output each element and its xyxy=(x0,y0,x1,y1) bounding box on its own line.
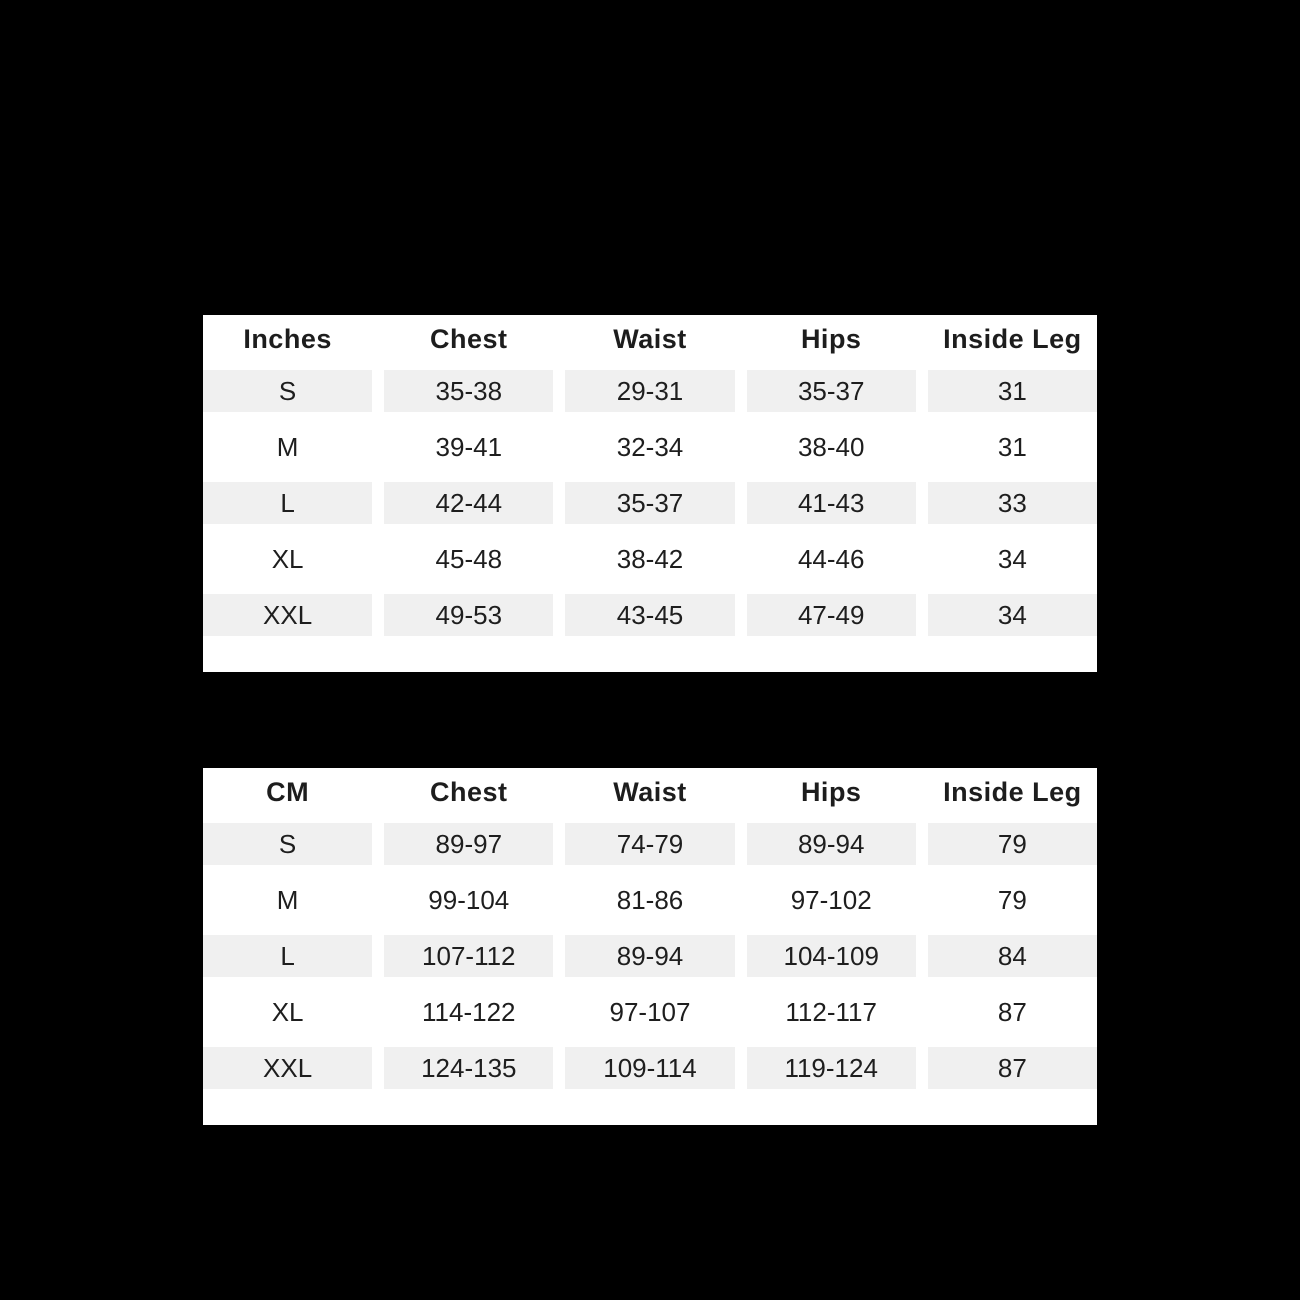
waist-cell: 29-31 xyxy=(565,370,735,412)
waist-cell: 35-37 xyxy=(565,482,735,524)
hips-cell: 35-37 xyxy=(746,370,916,412)
table-row-l: L 42-44 35-37 41-43 33 xyxy=(203,475,1097,531)
column-header-unit: CM xyxy=(266,776,310,807)
size-cell: L xyxy=(203,482,373,524)
table-row-m: M 39-41 32-34 38-40 31 xyxy=(203,419,1097,475)
inside-leg-cell: 33 xyxy=(927,482,1097,524)
hips-cell: 119-124 xyxy=(746,1047,916,1089)
chest-cell: 107-112 xyxy=(384,935,554,977)
inside-leg-cell: 31 xyxy=(927,370,1097,412)
table-header-row: Inches Chest Waist Hips Inside Leg xyxy=(203,315,1097,363)
inside-leg-cell: 34 xyxy=(927,594,1097,636)
size-cell: XXL xyxy=(203,1047,373,1089)
column-header-chest: Chest xyxy=(430,323,508,354)
column-header-waist: Waist xyxy=(613,323,687,354)
column-header-hips: Hips xyxy=(800,323,862,354)
inside-leg-cell: 87 xyxy=(997,996,1027,1027)
inside-leg-cell: 31 xyxy=(997,431,1027,462)
table-row-l: L 107-112 89-94 104-109 84 xyxy=(203,928,1097,984)
chest-cell: 49-53 xyxy=(384,594,554,636)
chest-cell: 124-135 xyxy=(384,1047,554,1089)
hips-cell: 47-49 xyxy=(746,594,916,636)
size-cell: L xyxy=(203,935,373,977)
table-row-m: M 99-104 81-86 97-102 79 xyxy=(203,872,1097,928)
column-header-chest: Chest xyxy=(430,776,508,807)
chest-cell: 42-44 xyxy=(384,482,554,524)
chest-cell: 45-48 xyxy=(435,543,503,574)
waist-cell: 38-42 xyxy=(616,543,684,574)
column-header-hips: Hips xyxy=(800,776,862,807)
inside-leg-cell: 34 xyxy=(997,543,1027,574)
waist-cell: 109-114 xyxy=(565,1047,735,1089)
column-header-inside-leg: Inside Leg xyxy=(943,323,1082,354)
table-header-row: CM Chest Waist Hips Inside Leg xyxy=(203,768,1097,816)
hips-cell: 89-94 xyxy=(746,823,916,865)
hips-cell: 41-43 xyxy=(746,482,916,524)
size-cell: XL xyxy=(271,543,304,574)
size-cell: XXL xyxy=(203,594,373,636)
waist-cell: 89-94 xyxy=(565,935,735,977)
inside-leg-cell: 79 xyxy=(997,884,1027,915)
table-row-s: S 35-38 29-31 35-37 31 xyxy=(203,363,1097,419)
column-header-unit: Inches xyxy=(243,323,332,354)
hips-cell: 44-46 xyxy=(797,543,865,574)
size-table-cm: CM Chest Waist Hips Inside Leg S 89-97 7… xyxy=(203,768,1097,1125)
waist-cell: 32-34 xyxy=(616,431,684,462)
table-row-xl: XL 114-122 97-107 112-117 87 xyxy=(203,984,1097,1040)
inside-leg-cell: 84 xyxy=(927,935,1097,977)
column-header-waist: Waist xyxy=(613,776,687,807)
table-row-xl: XL 45-48 38-42 44-46 34 xyxy=(203,531,1097,587)
hips-cell: 38-40 xyxy=(797,431,865,462)
chest-cell: 39-41 xyxy=(435,431,503,462)
table-row-xxl: XXL 49-53 43-45 47-49 34 xyxy=(203,587,1097,643)
size-cell: XL xyxy=(271,996,304,1027)
inside-leg-cell: 79 xyxy=(927,823,1097,865)
inside-leg-cell: 87 xyxy=(927,1047,1097,1089)
size-cell: M xyxy=(276,431,299,462)
waist-cell: 81-86 xyxy=(616,884,684,915)
size-table-inches: Inches Chest Waist Hips Inside Leg S 35-… xyxy=(203,315,1097,672)
size-cell: M xyxy=(276,884,299,915)
size-cell: S xyxy=(203,823,373,865)
table-row-xxl: XXL 124-135 109-114 119-124 87 xyxy=(203,1040,1097,1096)
waist-cell: 43-45 xyxy=(565,594,735,636)
chest-cell: 35-38 xyxy=(384,370,554,412)
hips-cell: 104-109 xyxy=(746,935,916,977)
chest-cell: 99-104 xyxy=(428,884,510,915)
waist-cell: 74-79 xyxy=(565,823,735,865)
size-cell: S xyxy=(203,370,373,412)
hips-cell: 112-117 xyxy=(785,996,877,1027)
hips-cell: 97-102 xyxy=(790,884,872,915)
table-row-s: S 89-97 74-79 89-94 79 xyxy=(203,816,1097,872)
chest-cell: 89-97 xyxy=(384,823,554,865)
waist-cell: 97-107 xyxy=(609,996,691,1027)
chest-cell: 114-122 xyxy=(422,996,516,1027)
column-header-inside-leg: Inside Leg xyxy=(943,776,1082,807)
